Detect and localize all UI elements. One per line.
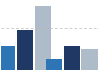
Bar bbox=[81, 49, 98, 70]
Bar bbox=[0, 46, 16, 70]
Bar bbox=[46, 59, 62, 70]
Bar bbox=[17, 30, 33, 70]
Bar bbox=[64, 46, 80, 70]
Bar bbox=[35, 6, 51, 70]
